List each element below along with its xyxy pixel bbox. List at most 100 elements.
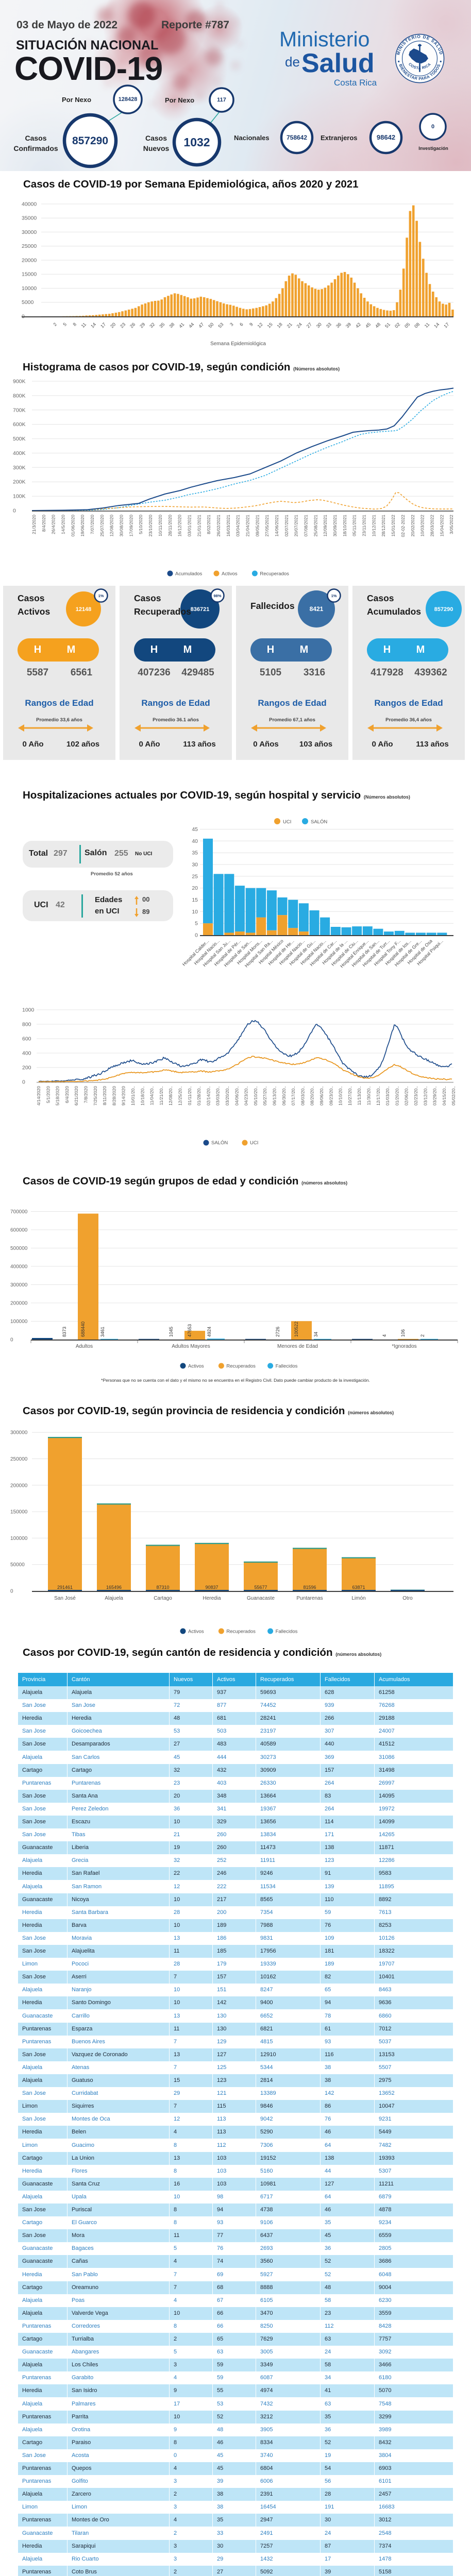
svg-text:150000: 150000 xyxy=(10,1510,28,1515)
svg-text:55677: 55677 xyxy=(254,1585,267,1590)
svg-text:Semana Epidemiológica: Semana Epidemiológica xyxy=(210,341,266,347)
svg-text:Casos de COVID-19 por Semana E: Casos de COVID-19 por Semana Epidemiológ… xyxy=(23,178,359,190)
svg-text:03/29/20..: 03/29/20.. xyxy=(432,1086,438,1106)
svg-text:12: 12 xyxy=(257,321,264,329)
svg-text:Fallecidos: Fallecidos xyxy=(276,1629,298,1635)
svg-text:SALÓN: SALÓN xyxy=(311,819,327,825)
svg-text:200000: 200000 xyxy=(10,1483,28,1488)
svg-text:Adultos: Adultos xyxy=(76,1344,93,1349)
svg-text:98%: 98% xyxy=(213,594,221,598)
svg-text:*Ignorados: *Ignorados xyxy=(392,1344,416,1349)
svg-text:01/03/20..: 01/03/20.. xyxy=(385,1086,390,1106)
svg-text:Heredia: Heredia xyxy=(203,1596,221,1601)
svg-text:03/03/20..: 03/03/20.. xyxy=(215,1086,221,1106)
svg-text:38: 38 xyxy=(168,321,175,329)
svg-text:400: 400 xyxy=(22,1050,31,1057)
svg-text:26/02/2021: 26/02/2021 xyxy=(216,515,221,537)
svg-text:8/4/2020: 8/4/2020 xyxy=(41,515,46,532)
svg-text:600K: 600K xyxy=(13,421,26,428)
svg-text:291461: 291461 xyxy=(57,1585,73,1590)
svg-text:12/08/2020: 12/08/2020 xyxy=(109,515,114,537)
svg-text:500K: 500K xyxy=(13,436,26,442)
svg-text:Menores de Edad: Menores de Edad xyxy=(277,1344,318,1349)
svg-text:2726: 2726 xyxy=(275,1327,280,1337)
svg-text:*Personas que no se cuenta con: *Personas que no se cuenta con el dato y… xyxy=(101,1378,370,1383)
svg-text:200K: 200K xyxy=(13,479,26,485)
svg-text:28/11/2020: 28/11/2020 xyxy=(167,515,173,536)
svg-text:15: 15 xyxy=(192,897,198,903)
svg-text:28/12/2021: 28/12/2021 xyxy=(381,515,386,537)
svg-text:3461: 3461 xyxy=(100,1327,105,1337)
svg-text:Fallecidos: Fallecidos xyxy=(276,1364,298,1369)
svg-text:Recuperados: Recuperados xyxy=(226,1629,256,1635)
svg-text:07/17/20..: 07/17/20.. xyxy=(291,1086,296,1106)
svg-text:06/13/20..: 06/13/20.. xyxy=(272,1086,277,1106)
svg-text:5: 5 xyxy=(195,921,198,927)
svg-text:300000: 300000 xyxy=(10,1430,28,1436)
svg-text:11: 11 xyxy=(80,321,88,329)
svg-text:300K: 300K xyxy=(13,465,26,471)
svg-text:11/30/20..: 11/30/20.. xyxy=(366,1086,372,1105)
svg-text:8/11/2020: 8/11/2020 xyxy=(102,1086,107,1105)
svg-text:35: 35 xyxy=(158,321,165,329)
svg-text:05/10/20..: 05/10/20.. xyxy=(253,1086,258,1106)
svg-text:03/20/20..: 03/20/20.. xyxy=(225,1086,230,1106)
svg-text:3/05/2022: 3/05/2022 xyxy=(449,515,454,534)
svg-text:9/14/2020: 9/14/2020 xyxy=(121,1086,126,1106)
svg-text:02/07/2021: 02/07/2021 xyxy=(284,515,289,537)
svg-text:10000: 10000 xyxy=(22,285,37,292)
svg-text:100K: 100K xyxy=(13,494,26,500)
svg-text:Limón: Limón xyxy=(351,1596,365,1601)
svg-text:02/14/20..: 02/14/20.. xyxy=(206,1086,211,1106)
svg-text:03/01/2021: 03/01/2021 xyxy=(187,515,192,537)
svg-text:Recuperados: Recuperados xyxy=(260,571,289,577)
svg-text:1000: 1000 xyxy=(22,1007,35,1013)
svg-text:700K: 700K xyxy=(13,407,26,413)
svg-text:Activos: Activos xyxy=(188,1629,204,1635)
svg-text:45: 45 xyxy=(192,826,198,833)
svg-text:87310: 87310 xyxy=(156,1585,169,1590)
svg-text:25: 25 xyxy=(192,873,198,879)
svg-text:10/11/2020: 10/11/2020 xyxy=(158,515,163,536)
svg-text:12/17/20..: 12/17/20.. xyxy=(376,1086,381,1106)
svg-text:32: 32 xyxy=(148,321,156,329)
svg-text:98642: 98642 xyxy=(377,133,395,141)
svg-text:10/12/2021: 10/12/2021 xyxy=(371,515,376,537)
svg-text:09/23/20..: 09/23/20.. xyxy=(328,1086,333,1106)
svg-text:20/07/2021: 20/07/2021 xyxy=(294,515,299,537)
svg-text:106: 106 xyxy=(400,1329,406,1337)
svg-text:24: 24 xyxy=(296,321,303,329)
svg-text:7/07/2020: 7/07/2020 xyxy=(90,515,95,534)
svg-text:857290: 857290 xyxy=(434,606,453,613)
svg-text:5: 5 xyxy=(62,321,68,327)
svg-text:Adultos Mayores: Adultos Mayores xyxy=(172,1344,210,1349)
svg-text:36: 36 xyxy=(335,321,342,329)
svg-text:10/18/20..: 10/18/20.. xyxy=(140,1086,145,1106)
svg-text:02-02-2022: 02-02-2022 xyxy=(400,515,406,537)
svg-text:500000: 500000 xyxy=(10,1246,28,1251)
svg-text:51: 51 xyxy=(384,321,391,329)
svg-text:05/11/2021: 05/11/2021 xyxy=(352,515,357,536)
svg-text:02: 02 xyxy=(394,321,401,329)
svg-text:5000: 5000 xyxy=(22,299,34,306)
svg-text:1%: 1% xyxy=(331,594,337,598)
svg-text:17/09/2020: 17/09/2020 xyxy=(128,515,133,537)
svg-text:02/23/20..: 02/23/20.. xyxy=(413,1086,418,1106)
svg-text:400K: 400K xyxy=(13,450,26,456)
svg-text:200000: 200000 xyxy=(10,1301,28,1307)
svg-text:0: 0 xyxy=(13,508,16,514)
svg-text:758642: 758642 xyxy=(287,134,307,141)
svg-text:0: 0 xyxy=(431,124,434,130)
svg-text:12/08/20..: 12/08/20.. xyxy=(168,1086,173,1106)
svg-text:30/09/2021: 30/09/2021 xyxy=(332,515,338,537)
svg-text:14/06/2021: 14/06/2021 xyxy=(274,515,279,537)
svg-text:35000: 35000 xyxy=(22,215,37,222)
svg-text:25/07/2020: 25/07/2020 xyxy=(99,515,105,537)
svg-text:1045: 1045 xyxy=(169,1327,174,1337)
svg-text:10/01/20..: 10/01/20.. xyxy=(130,1086,136,1106)
svg-text:04/15/20..: 04/15/20.. xyxy=(442,1086,447,1106)
svg-text:8/02/2021: 8/02/2021 xyxy=(206,515,211,534)
svg-text:Acumulados: Acumulados xyxy=(175,571,203,577)
svg-text:18: 18 xyxy=(276,321,283,329)
svg-text:01/20/20..: 01/20/20.. xyxy=(394,1086,399,1106)
